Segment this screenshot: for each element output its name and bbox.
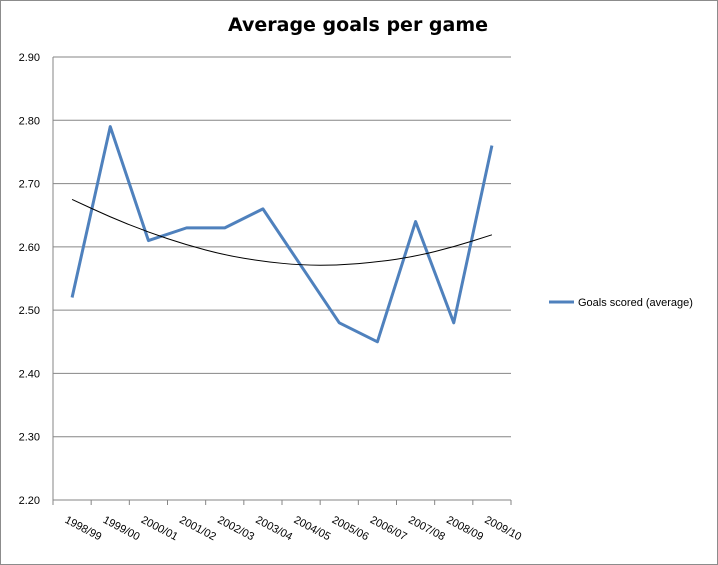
x-tick-label: 1999/00 xyxy=(101,514,142,543)
x-tick-label: 2009/10 xyxy=(483,514,524,543)
x-tick-label: 2004/05 xyxy=(292,514,333,543)
y-tick-label: 2.80 xyxy=(19,115,40,127)
y-tick-label: 2.70 xyxy=(19,179,40,191)
y-tick-label: 2.30 xyxy=(19,432,40,444)
x-tick-label: 2006/07 xyxy=(368,514,409,543)
trendline xyxy=(71,198,493,266)
chart-title: Average goals per game xyxy=(227,14,489,36)
y-tick-label: 2.60 xyxy=(19,242,40,254)
x-tick-label: 2002/03 xyxy=(215,514,256,543)
series-line-goals-scored xyxy=(70,125,494,344)
y-tick-label: 2.50 xyxy=(19,305,40,317)
x-tick-label: 2001/02 xyxy=(177,514,218,543)
legend: Goals scored (average) xyxy=(549,297,693,309)
y-tick-label: 2.90 xyxy=(19,52,40,64)
y-tick-label: 2.20 xyxy=(19,495,40,507)
x-axis-tick-labels: 1998/991999/002000/012001/022002/032003/… xyxy=(63,514,524,543)
x-tick-label: 1998/99 xyxy=(63,514,104,543)
y-axis-tick-labels: 2.20 2.30 2.40 2.50 2.60 2.70 2.80 2.90 xyxy=(19,52,40,507)
x-tick-label: 2007/08 xyxy=(406,514,447,543)
x-tick-label: 2000/01 xyxy=(139,514,180,543)
legend-label: Goals scored (average) xyxy=(578,297,693,309)
x-tick-label: 2005/06 xyxy=(330,514,371,543)
gridlines xyxy=(52,56,512,505)
y-tick-label: 2.40 xyxy=(19,368,40,380)
x-tick-label: 2008/09 xyxy=(444,514,485,543)
x-tick-label: 2003/04 xyxy=(254,514,295,543)
